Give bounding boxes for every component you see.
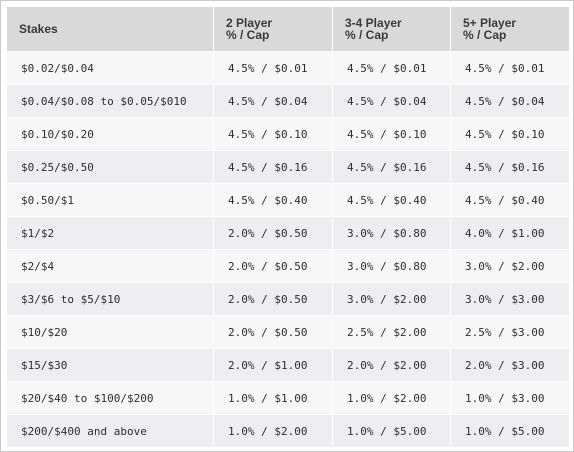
cell-3-4-player: 3.0% / $2.00: [332, 282, 451, 316]
cell-2-player: 4.5% / $0.40: [213, 183, 333, 217]
cell-3-4-player: 4.5% / $0.16: [332, 150, 451, 184]
header-3-4-player-label: 3-4 Player: [345, 16, 402, 30]
cell-2-player: 4.5% / $0.04: [213, 84, 333, 118]
cell-3-4-player: 3.0% / $0.80: [332, 216, 451, 250]
table-row: $3/$6 to $5/$10 2.0% / $0.50 3.0% / $2.0…: [6, 282, 570, 316]
cell-stakes: $0.04/$0.08 to $0.05/$010: [6, 84, 214, 118]
cell-5-plus-player: 4.5% / $0.04: [450, 84, 570, 118]
table-row: $0.10/$0.20 4.5% / $0.10 4.5% / $0.10 4.…: [6, 117, 570, 151]
cell-3-4-player: 3.0% / $0.80: [332, 249, 451, 283]
table-row: $20/$40 to $100/$200 1.0% / $1.00 1.0% /…: [6, 381, 570, 415]
cell-2-player: 1.0% / $1.00: [213, 381, 333, 415]
cell-2-player: 4.5% / $0.10: [213, 117, 333, 151]
header-5-plus-player-label: 5+ Player: [463, 16, 517, 30]
cell-5-plus-player: 3.0% / $2.00: [450, 249, 570, 283]
cell-stakes: $0.10/$0.20: [6, 117, 214, 151]
cell-5-plus-player: 4.5% / $0.10: [450, 117, 570, 151]
cell-2-player: 1.0% / $2.00: [213, 414, 333, 448]
cell-2-player: 4.5% / $0.16: [213, 150, 333, 184]
table-row: $0.50/$1 4.5% / $0.40 4.5% / $0.40 4.5% …: [6, 183, 570, 217]
cell-5-plus-player: 1.0% / $5.00: [450, 414, 570, 448]
cell-stakes: $2/$4: [6, 249, 214, 283]
cell-3-4-player: 2.5% / $2.00: [332, 315, 451, 349]
cell-3-4-player: 1.0% / $5.00: [332, 414, 451, 448]
cell-3-4-player: 1.0% / $2.00: [332, 381, 451, 415]
cell-5-plus-player: 4.5% / $0.01: [450, 51, 570, 85]
header-3-4-player-sublabel: % / Cap: [345, 28, 389, 42]
header-stakes: Stakes: [6, 6, 214, 52]
cell-5-plus-player: 4.5% / $0.40: [450, 183, 570, 217]
cell-stakes: $15/$30: [6, 348, 214, 382]
table-row: $0.04/$0.08 to $0.05/$010 4.5% / $0.04 4…: [6, 84, 570, 118]
cell-5-plus-player: 2.0% / $3.00: [450, 348, 570, 382]
cell-5-plus-player: 3.0% / $3.00: [450, 282, 570, 316]
cell-2-player: 2.0% / $0.50: [213, 249, 333, 283]
cell-stakes: $0.02/$0.04: [6, 51, 214, 85]
cell-3-4-player: 4.5% / $0.04: [332, 84, 451, 118]
header-2-player: 2 Player % / Cap: [213, 6, 333, 52]
table-row: $200/$400 and above 1.0% / $2.00 1.0% / …: [6, 414, 570, 448]
cell-2-player: 2.0% / $0.50: [213, 216, 333, 250]
cell-stakes: $10/$20: [6, 315, 214, 349]
table-row: $0.25/$0.50 4.5% / $0.16 4.5% / $0.16 4.…: [6, 150, 570, 184]
header-row: Stakes 2 Player % / Cap 3-4 Player % / C…: [6, 6, 570, 52]
cell-stakes: $20/$40 to $100/$200: [6, 381, 214, 415]
cell-3-4-player: 2.0% / $2.00: [332, 348, 451, 382]
cell-3-4-player: 4.5% / $0.10: [332, 117, 451, 151]
cell-stakes: $0.25/$0.50: [6, 150, 214, 184]
cell-stakes: $0.50/$1: [6, 183, 214, 217]
header-5-plus-player-sublabel: % / Cap: [463, 28, 507, 42]
table-row: $0.02/$0.04 4.5% / $0.01 4.5% / $0.01 4.…: [6, 51, 570, 85]
cell-2-player: 2.0% / $0.50: [213, 282, 333, 316]
header-5-plus-player: 5+ Player % / Cap: [450, 6, 570, 52]
header-3-4-player: 3-4 Player % / Cap: [332, 6, 451, 52]
cell-stakes: $200/$400 and above: [6, 414, 214, 448]
table-row: $10/$20 2.0% / $0.50 2.5% / $2.00 2.5% /…: [6, 315, 570, 349]
cell-3-4-player: 4.5% / $0.40: [332, 183, 451, 217]
cell-5-plus-player: 4.5% / $0.16: [450, 150, 570, 184]
cell-3-4-player: 4.5% / $0.01: [332, 51, 451, 85]
header-stakes-label: Stakes: [19, 22, 58, 36]
cell-5-plus-player: 2.5% / $3.00: [450, 315, 570, 349]
cell-2-player: 2.0% / $1.00: [213, 348, 333, 382]
cell-5-plus-player: 1.0% / $3.00: [450, 381, 570, 415]
table-row: $15/$30 2.0% / $1.00 2.0% / $2.00 2.0% /…: [6, 348, 570, 382]
header-2-player-sublabel: % / Cap: [226, 28, 270, 42]
header-2-player-label: 2 Player: [226, 16, 273, 30]
rake-table: Stakes 2 Player % / Cap 3-4 Player % / C…: [6, 6, 570, 448]
cell-2-player: 2.0% / $0.50: [213, 315, 333, 349]
table-row: $2/$4 2.0% / $0.50 3.0% / $0.80 3.0% / $…: [6, 249, 570, 283]
cell-2-player: 4.5% / $0.01: [213, 51, 333, 85]
cell-stakes: $3/$6 to $5/$10: [6, 282, 214, 316]
cell-5-plus-player: 4.0% / $1.00: [450, 216, 570, 250]
cell-stakes: $1/$2: [6, 216, 214, 250]
table-row: $1/$2 2.0% / $0.50 3.0% / $0.80 4.0% / $…: [6, 216, 570, 250]
